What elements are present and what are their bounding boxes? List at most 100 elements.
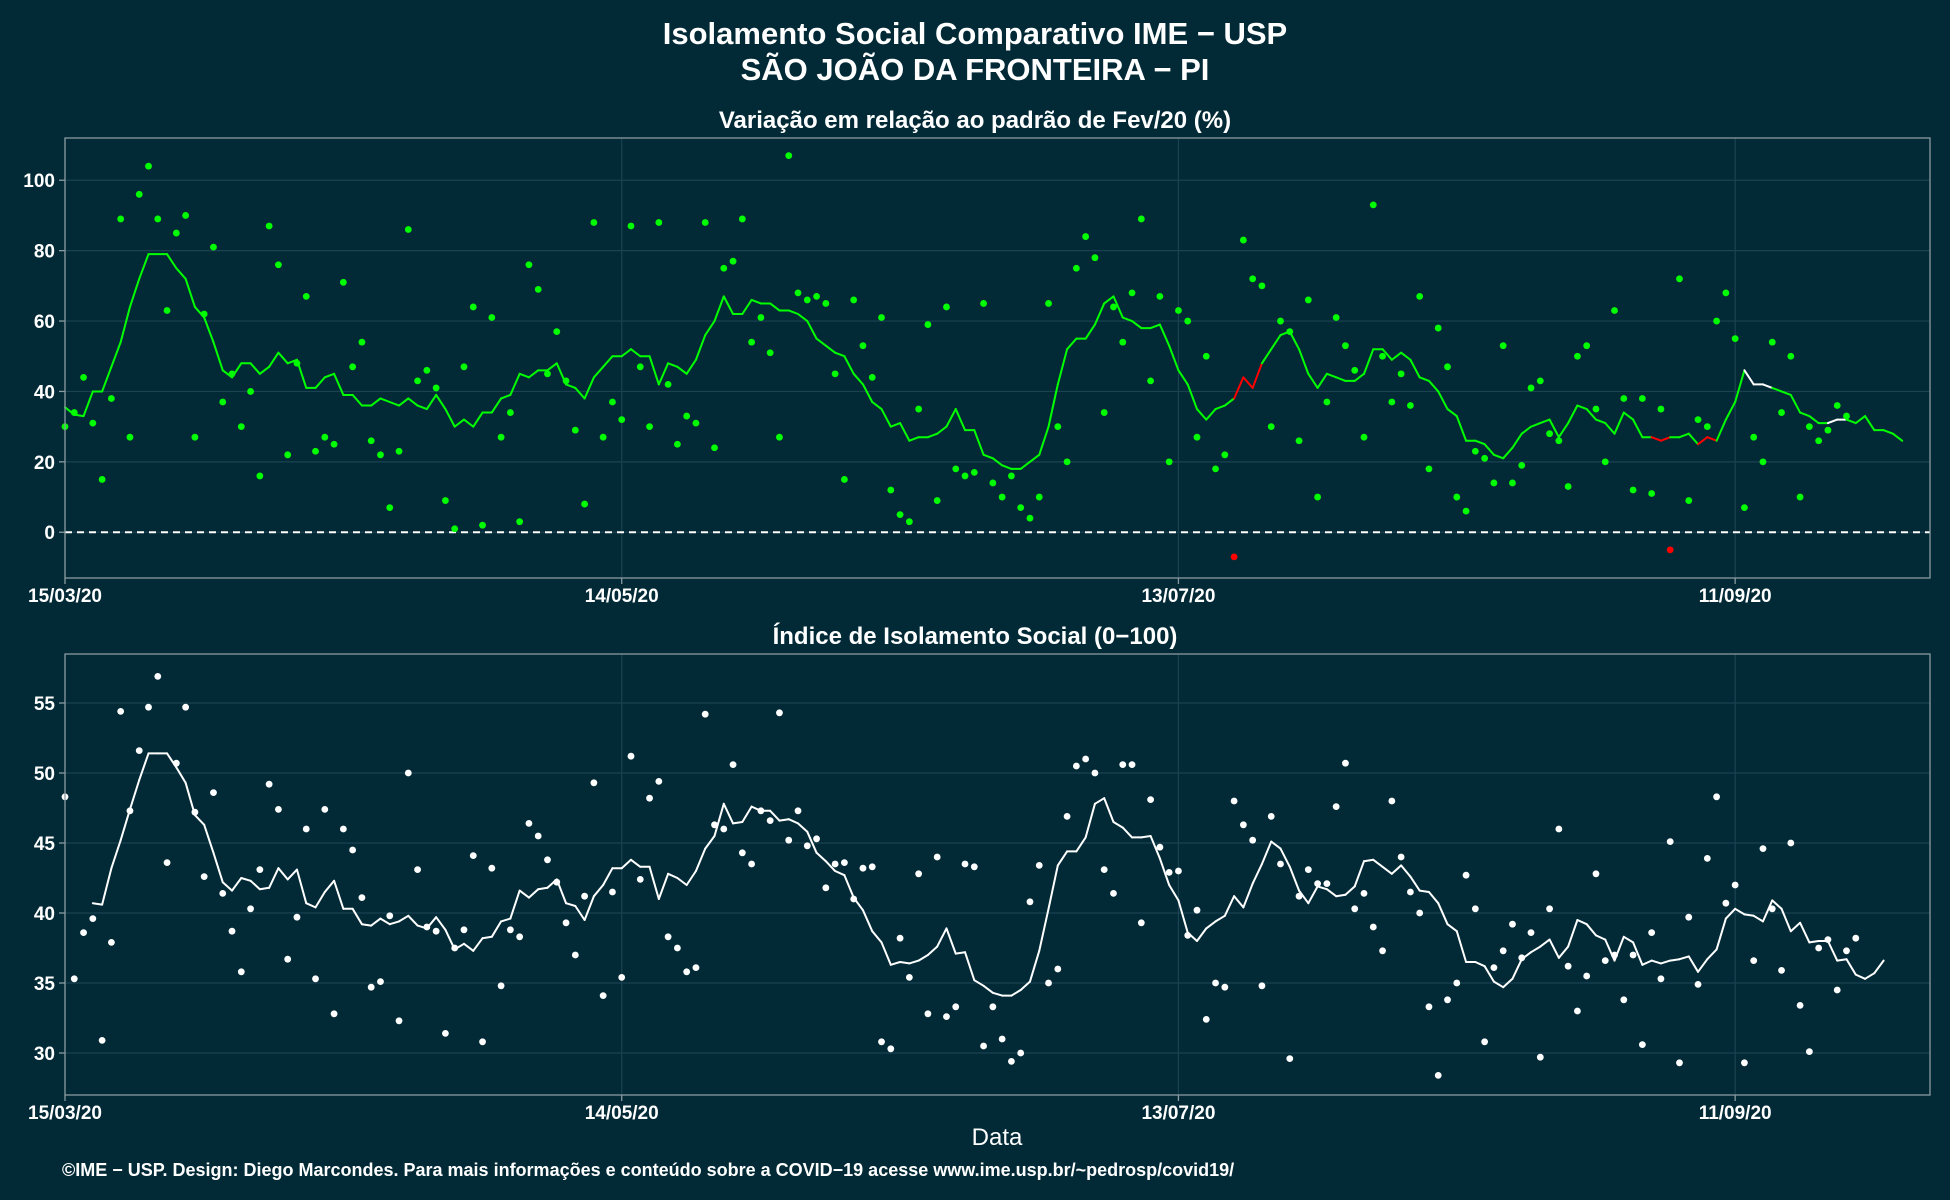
data-point	[1406, 888, 1414, 896]
moving-average-segment	[1864, 972, 1876, 980]
moving-average-segment	[1474, 439, 1486, 446]
panel-index: Índice de Isolamento Social (0−100) 30 35…	[28, 622, 1931, 1124]
data-point	[1685, 913, 1693, 921]
data-point	[210, 243, 217, 251]
data-point	[627, 222, 635, 230]
moving-average-segment	[676, 365, 688, 375]
data-point	[1175, 307, 1182, 314]
data-point	[1221, 983, 1229, 991]
moving-average-segment	[908, 959, 920, 965]
data-point	[1193, 906, 1201, 914]
y-tick-label: 0	[44, 523, 55, 544]
data-point	[1713, 317, 1720, 325]
moving-average-segment	[824, 860, 837, 872]
data-point	[126, 807, 134, 815]
moving-average-segment	[1752, 914, 1764, 923]
data-point	[915, 870, 923, 878]
data-point	[1601, 957, 1609, 964]
data-point	[1499, 947, 1507, 955]
moving-average-segment	[926, 432, 939, 439]
moving-average-segment	[1381, 348, 1393, 361]
data-point	[933, 853, 941, 861]
data-point	[1592, 870, 1600, 878]
moving-average-segment	[119, 305, 131, 344]
data-point	[998, 493, 1006, 501]
moving-average-segment	[583, 895, 595, 921]
moving-average-segment	[667, 872, 679, 879]
moving-average-segment	[806, 320, 818, 340]
data-point	[841, 476, 848, 483]
data-point	[627, 752, 635, 760]
data-point	[182, 703, 190, 711]
moving-average-segment	[1594, 418, 1607, 425]
data-point	[200, 310, 208, 318]
data-point	[377, 978, 384, 985]
data-point	[1481, 1038, 1489, 1046]
moving-average-segment	[1131, 320, 1143, 330]
data-point	[256, 866, 264, 873]
moving-average-segment	[453, 418, 465, 428]
moving-average-segment	[1826, 940, 1839, 962]
data-point	[831, 860, 839, 868]
data-point	[377, 451, 384, 459]
moving-average-segment	[713, 295, 725, 323]
data-point	[1778, 967, 1785, 974]
moving-average-segment	[1891, 432, 1904, 442]
data-point	[1638, 395, 1646, 402]
data-point	[228, 927, 236, 935]
moving-average-segment	[1205, 408, 1217, 421]
moving-average-segment	[295, 868, 308, 905]
moving-average-segment	[1214, 914, 1226, 923]
data-point	[905, 974, 913, 981]
data-point	[636, 876, 644, 883]
moving-average-segment	[258, 886, 271, 891]
data-point	[1676, 275, 1683, 283]
data-point	[803, 296, 811, 304]
data-point	[609, 398, 616, 406]
data-point	[1796, 493, 1804, 501]
moving-average-segment	[1325, 372, 1338, 379]
data-point	[1230, 553, 1238, 561]
data-point	[878, 314, 885, 321]
data-point	[460, 363, 468, 371]
data-point	[1314, 493, 1322, 501]
data-point	[673, 440, 681, 448]
moving-average-segment	[787, 309, 800, 315]
data-point	[1082, 755, 1090, 763]
moving-average-segment	[119, 808, 131, 842]
data-point	[1369, 923, 1377, 931]
moving-average-segment	[1047, 864, 1059, 910]
data-point	[1332, 803, 1340, 810]
data-point	[321, 433, 329, 441]
data-point	[349, 363, 357, 371]
moving-average-segment	[370, 397, 382, 407]
data-point	[247, 388, 254, 395]
data-point	[163, 307, 171, 314]
data-point	[358, 338, 366, 346]
data-point	[1611, 307, 1618, 314]
moving-average-segment	[620, 348, 632, 358]
data-point	[321, 806, 329, 813]
moving-average-segment	[843, 355, 855, 375]
data-point	[1267, 423, 1275, 431]
data-point	[1546, 430, 1553, 438]
moving-average-segment	[166, 253, 178, 270]
data-point	[766, 349, 774, 357]
data-point	[1351, 366, 1359, 374]
data-point	[1490, 964, 1498, 971]
data-point	[1035, 862, 1043, 869]
data-point	[1546, 905, 1553, 913]
moving-average-segment	[138, 253, 150, 280]
moving-average-segment	[1270, 840, 1282, 850]
data-point	[1063, 813, 1071, 820]
data-point	[933, 497, 941, 504]
moving-average-segment	[1112, 821, 1124, 829]
moving-average-segment	[815, 337, 827, 347]
moving-average-segment	[1715, 418, 1727, 442]
moving-average-segment	[1446, 408, 1458, 418]
moving-average-segment	[527, 369, 540, 379]
data-point	[859, 864, 867, 872]
data-point	[154, 673, 162, 680]
moving-average-segment	[1418, 889, 1430, 893]
moving-average-segment	[1353, 860, 1366, 888]
